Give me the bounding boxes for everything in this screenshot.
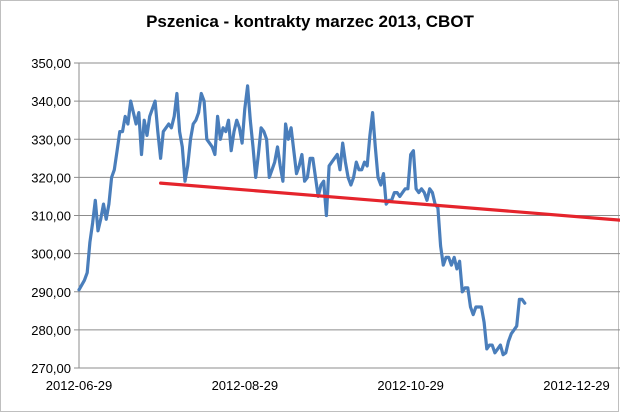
series-trend-line	[159, 181, 620, 222]
series-price-line	[77, 84, 527, 357]
x-tick-label: 2012-08-29	[212, 378, 279, 393]
y-tick-label: 330,00	[31, 132, 71, 147]
y-tick-label: 270,00	[31, 361, 71, 376]
y-tick-label: 300,00	[31, 247, 71, 262]
chart-title: Pszenica - kontrakty marzec 2013, CBOT	[146, 12, 474, 31]
y-tick-label: 310,00	[31, 209, 71, 224]
x-tick-label: 2012-10-29	[377, 378, 444, 393]
y-tick-label: 320,00	[31, 170, 71, 185]
y-tick-label: 340,00	[31, 94, 71, 109]
x-axis-ticks: 2012-06-29 2012-08-29 2012-10-29 2012-12-29	[46, 378, 610, 393]
y-tick-label: 350,00	[31, 56, 71, 71]
y-tick-label: 280,00	[31, 323, 71, 338]
x-tick-label: 2012-12-29	[543, 378, 610, 393]
series-layer	[77, 84, 620, 357]
gridlines	[74, 62, 620, 369]
y-tick-label: 290,00	[31, 285, 71, 300]
x-tick-label: 2012-06-29	[46, 378, 113, 393]
y-axis-ticks: 350,00 340,00 330,00 320,00 310,00 300,00 290,…	[31, 56, 71, 376]
